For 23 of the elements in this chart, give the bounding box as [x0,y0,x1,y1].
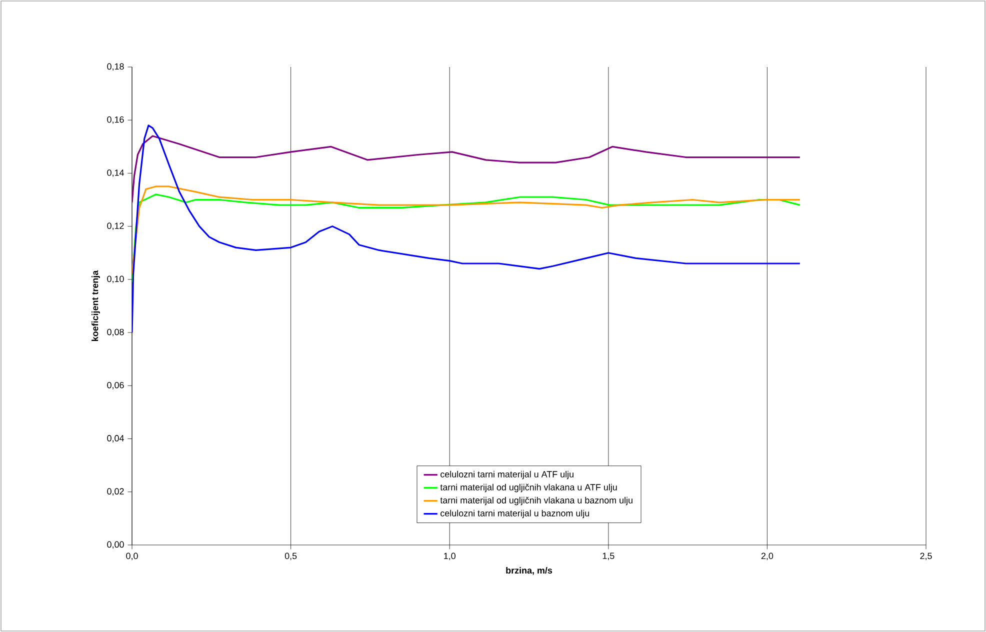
y-tick-label: 0,02 [107,488,124,496]
y-tick-label: 0,08 [107,328,124,336]
y-tick-label: 0,00 [107,541,124,549]
x-tick-label: 1,0 [444,552,456,560]
x-tick-label: 2,5 [920,552,932,560]
x-tick-label: 0,5 [284,552,297,560]
x-tick-label: 1,5 [602,552,614,560]
y-tick-label: 0,06 [107,382,124,390]
legend-label: celulozni tarni materijal u ATF ulju [440,470,574,480]
y-tick-label: 0,16 [107,116,124,124]
legend-label: tarni materijal od ugljičnih vlakana u baznom ulju [440,496,632,506]
y-tick-label: 0,10 [107,276,124,284]
y-axis-title: koeficijent trenja [92,270,100,341]
x-axis-title: brzina, m/s [506,567,552,575]
y-tick-label: 0,04 [107,435,124,442]
x-tick-label: 0,0 [126,552,138,560]
y-tick-label: 0,14 [107,169,124,177]
line-series [132,186,801,275]
y-tick-label: 0,18 [107,63,124,71]
legend-label: tarni materijal od ugljičnih vlakana u ATF ulju [440,484,617,492]
legend-label: celulozni tarni materijal u baznom ulju [440,510,590,518]
x-tick-label: 2,0 [761,552,774,560]
y-tick-label: 0,12 [107,222,124,230]
